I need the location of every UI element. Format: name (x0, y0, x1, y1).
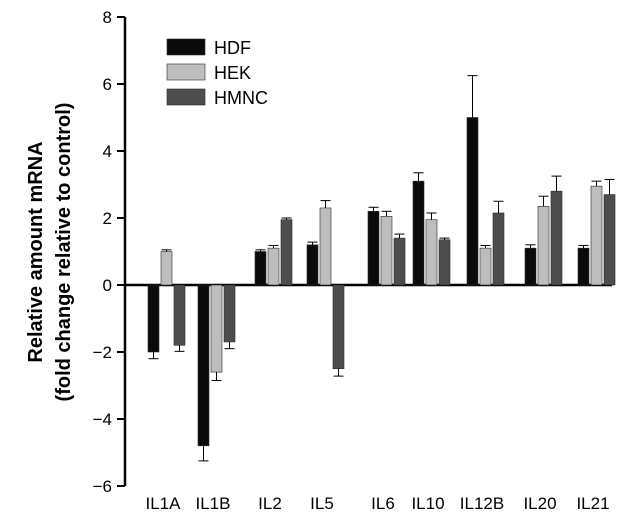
bar-HMNC-IL1B (223, 284, 236, 343)
bar-HEK-IL20 (537, 205, 550, 286)
x-tick-label-IL5: IL5 (310, 494, 334, 513)
bar-group-IL10 (412, 172, 451, 286)
bar-HMNC-IL20 (550, 190, 563, 286)
legend: HDF HEK HMNC (166, 38, 268, 108)
bar-HDF-IL6 (367, 211, 380, 286)
legend-swatch-HDF (166, 38, 206, 56)
bar-HMNC-IL12B (492, 212, 505, 286)
x-tick-label-IL20: IL20 (523, 494, 556, 513)
legend-label-HEK: HEK (214, 63, 251, 83)
bar-HMNC-IL21 (603, 194, 616, 286)
bar-HDF-IL1A (147, 284, 160, 353)
bar-group-IL1B (197, 284, 236, 462)
bar-group-IL6 (367, 206, 406, 286)
legend-label-HMNC: HMNC (214, 88, 268, 108)
y-tick-label: 6 (103, 75, 112, 94)
bar-HEK-IL12B (479, 247, 492, 286)
bar-HDF-IL1B (197, 284, 210, 447)
bar-group-IL2 (254, 217, 293, 286)
bar-HDF-IL10 (412, 180, 425, 286)
y-axis-label-line1: Relative amount mRNA (25, 141, 47, 362)
legend-swatch-HMNC (166, 88, 206, 106)
bar-group-IL5 (306, 200, 345, 377)
bar-HEK-IL1B (210, 284, 223, 373)
bar-HEK-IL5 (319, 207, 332, 286)
bar-HEK-IL2 (267, 247, 280, 286)
bar-group-IL21 (577, 178, 616, 286)
x-tick-label-IL21: IL21 (576, 494, 609, 513)
legend-label-HDF: HDF (214, 38, 251, 58)
legend-swatch-HEK (166, 63, 206, 81)
bar-group-IL20 (524, 175, 563, 286)
x-tick-labels-group: IL1A IL1B IL2 IL5 IL6 IL10 IL12B IL20 IL21 (146, 494, 610, 513)
x-tick-label-IL1B: IL1B (196, 494, 231, 513)
y-tick-label: 8 (103, 8, 112, 27)
bar-HDF-IL20 (524, 247, 537, 286)
bar-HMNC-IL2 (280, 219, 293, 286)
bar-HEK-IL1A (160, 251, 173, 286)
bar-HDF-IL21 (577, 247, 590, 286)
y-tick-label: 4 (103, 142, 112, 161)
y-tick-label: −2 (93, 343, 112, 362)
y-tick-label: 0 (103, 276, 112, 295)
y-axis-label-line2: (fold change relative to control) (53, 103, 75, 402)
bars-group (147, 75, 616, 462)
bar-HDF-IL5 (306, 244, 319, 286)
bar-HMNC-IL6 (393, 237, 406, 286)
bar-group-IL1A (147, 249, 186, 360)
y-tick-label: −6 (93, 477, 112, 496)
bar-HMNC-IL1A (173, 284, 186, 346)
x-tick-label-IL1A: IL1A (146, 494, 182, 513)
x-tick-label-IL12B: IL12B (460, 494, 504, 513)
x-tick-label-IL6: IL6 (371, 494, 395, 513)
bar-HEK-IL21 (590, 185, 603, 286)
y-tick-label: 2 (103, 209, 112, 228)
bar-HMNC-IL10 (438, 239, 451, 286)
bar-HMNC-IL5 (332, 284, 345, 370)
y-tick-label: −4 (93, 410, 112, 429)
bar-HEK-IL10 (425, 219, 438, 286)
x-tick-label-IL10: IL10 (411, 494, 444, 513)
y-ticks-group: −6 −4 −2 0 2 4 6 8 (93, 8, 125, 496)
x-tick-label-IL2: IL2 (258, 494, 282, 513)
bar-group-IL12B (466, 75, 505, 286)
bar-HDF-IL2 (254, 251, 267, 286)
bar-HDF-IL12B (466, 117, 479, 286)
bar-HEK-IL6 (380, 216, 393, 286)
